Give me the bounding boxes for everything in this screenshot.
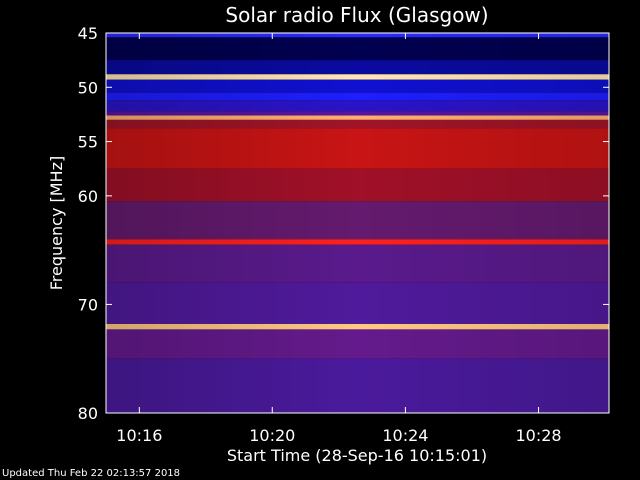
chart-title: Solar radio Flux (Glasgow) (225, 3, 488, 27)
x-tick-label: 10:28 (515, 426, 561, 445)
x-tick-label: 10:24 (382, 426, 428, 445)
y-axis-label: Frequency [MHz] (47, 156, 66, 290)
plot-frame (105, 32, 610, 414)
updated-timestamp: Updated Thu Feb 22 02:13:57 2018 (2, 468, 181, 479)
y-axis: 45 50 55 60 70 80 (78, 24, 609, 423)
x-tick-label: 10:20 (249, 426, 295, 445)
y-tick-label: 70 (78, 295, 98, 314)
y-tick-label: 80 (78, 404, 98, 423)
y-tick-label: 55 (78, 133, 98, 152)
y-tick-label: 45 (78, 24, 98, 43)
x-axis-label: Start Time (28-Sep-16 10:15:01) (227, 446, 487, 465)
x-tick-label: 10:16 (116, 426, 162, 445)
plot-shading (106, 33, 609, 413)
y-tick-label: 50 (78, 78, 98, 97)
y-tick-label: 60 (78, 187, 98, 206)
x-axis: 10:16 10:20 10:24 10:28 (116, 33, 562, 445)
